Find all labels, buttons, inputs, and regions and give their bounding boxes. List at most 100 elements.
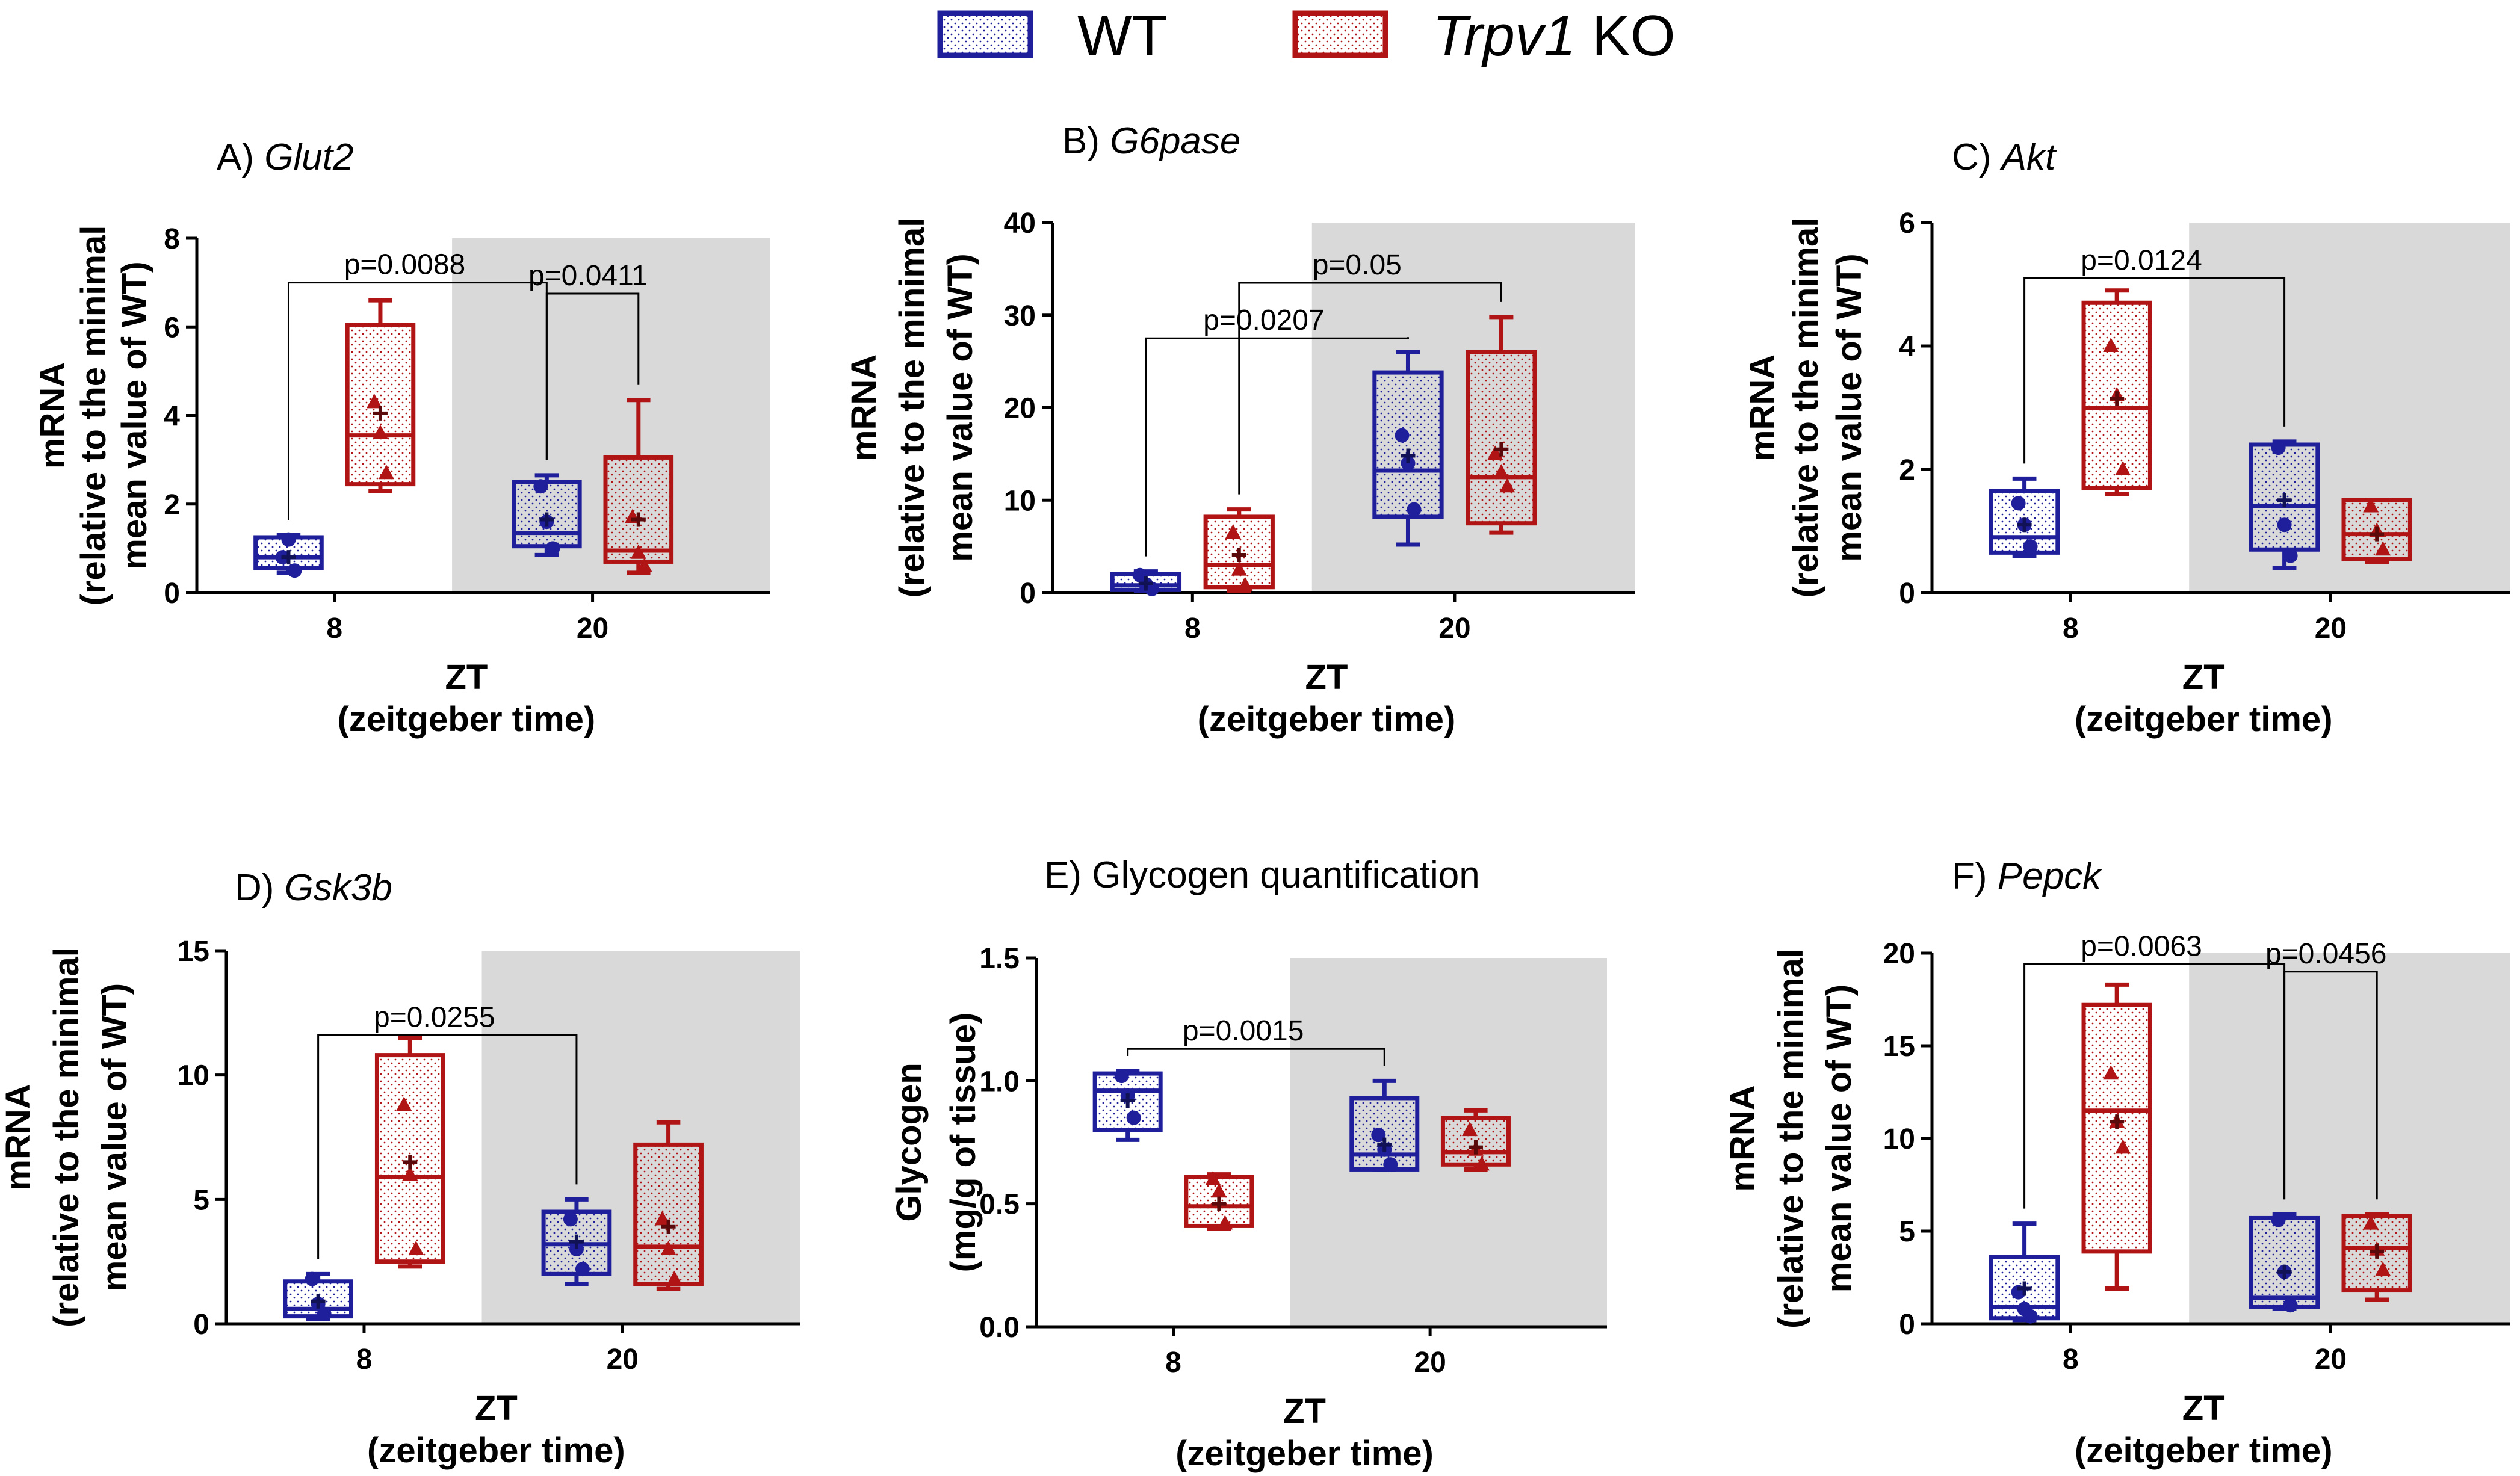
data-point bbox=[660, 1241, 676, 1255]
y-axis-label: (relative to the minimal bbox=[74, 226, 113, 606]
panel-title-prefix: B) bbox=[1062, 120, 1110, 162]
x-axis-label: (zeitgeber time) bbox=[2075, 1431, 2333, 1470]
data-point bbox=[1217, 1215, 1233, 1230]
p-value-label: p=0.05 bbox=[1313, 249, 1402, 281]
y-tick-label: 10 bbox=[178, 1060, 209, 1092]
box-ko-zt20 bbox=[633, 1120, 704, 1291]
panel-title-gene: Akt bbox=[1999, 137, 2057, 178]
panel-title: F) Pepck bbox=[1952, 856, 2103, 897]
data-point bbox=[2271, 1212, 2286, 1227]
mean-marker bbox=[2017, 517, 2032, 533]
panel-title: C) Akt bbox=[1952, 137, 2057, 178]
box-ko-zt20 bbox=[1440, 1108, 1511, 1172]
p-value-label: p=0.0207 bbox=[1203, 304, 1325, 336]
significance-bracket bbox=[2023, 277, 2286, 464]
y-tick-label: 40 bbox=[1004, 208, 1036, 239]
panel-title-prefix: C) bbox=[1952, 137, 2002, 178]
significance-bracket bbox=[317, 1034, 578, 1259]
data-point bbox=[2023, 539, 2038, 554]
y-tick-label: 20 bbox=[1004, 393, 1036, 425]
y-tick-label: 0 bbox=[1899, 1309, 1915, 1341]
data-point bbox=[1383, 1157, 1398, 1172]
box-ko-zt8 bbox=[345, 298, 416, 493]
data-point bbox=[396, 1096, 412, 1111]
y-axis-label: (relative to the minimal bbox=[893, 218, 932, 598]
data-point bbox=[1407, 502, 1422, 517]
data-point bbox=[372, 424, 388, 439]
box-ko-zt8 bbox=[1184, 1170, 1254, 1231]
panel-f: F) Pepck 0 5 10 15 20 8 20 ZT(zeitgeber time) mRN… bbox=[1723, 856, 2510, 1470]
y-tick-label: 0 bbox=[164, 578, 180, 610]
mean-marker bbox=[2277, 1264, 2292, 1279]
mean-marker bbox=[2277, 493, 2292, 508]
data-point bbox=[1401, 455, 1416, 471]
panel-title: D) Gsk3b bbox=[235, 867, 392, 909]
panel-title-gene: Pepck bbox=[1998, 856, 2103, 897]
y-tick-label: 0.5 bbox=[979, 1189, 1020, 1221]
y-tick-label: 15 bbox=[1883, 1031, 1915, 1063]
y-tick-label: 0 bbox=[193, 1309, 209, 1341]
box-wt-zt20 bbox=[2249, 439, 2320, 570]
y-axis-label: mean value of WT) bbox=[95, 983, 134, 1291]
mean-marker bbox=[2017, 1281, 2032, 1296]
y-axis-label: Glycogen bbox=[890, 1063, 929, 1221]
mean-marker bbox=[631, 512, 646, 527]
x-tick-label: 8 bbox=[1165, 1347, 1181, 1379]
x-axis-label: (zeitgeber time) bbox=[338, 700, 596, 739]
data-point bbox=[2103, 338, 2119, 352]
panel-title-gene: Gsk3b bbox=[285, 867, 392, 909]
mean-marker bbox=[1231, 547, 1246, 562]
data-point bbox=[1126, 1110, 1141, 1125]
x-axis-label: ZT bbox=[2182, 658, 2225, 697]
data-point bbox=[305, 1271, 320, 1286]
data-point bbox=[2011, 496, 2026, 511]
box-wt-zt8 bbox=[1989, 476, 2060, 558]
y-axis-label: mean value of WT) bbox=[941, 253, 980, 561]
legend-label-wt: WT bbox=[1077, 4, 1167, 68]
x-tick-label: 20 bbox=[1438, 613, 1470, 644]
data-point bbox=[2363, 498, 2379, 513]
data-point bbox=[2375, 541, 2391, 556]
x-axis-label: (zeitgeber time) bbox=[2075, 700, 2333, 739]
box-iqr bbox=[1466, 350, 1537, 526]
box-ko-zt8 bbox=[2081, 982, 2152, 1291]
y-axis-label: mRNA bbox=[33, 362, 72, 469]
data-point bbox=[1225, 524, 1241, 539]
x-tick-label: 8 bbox=[2063, 1344, 2079, 1376]
x-axis-label: ZT bbox=[445, 658, 488, 697]
data-point bbox=[281, 532, 296, 547]
data-point bbox=[2115, 1139, 2131, 1154]
x-tick-label: 20 bbox=[577, 613, 608, 644]
box-ko-zt20 bbox=[1466, 315, 1537, 535]
data-point bbox=[287, 563, 302, 578]
data-point bbox=[1493, 464, 1509, 479]
panel-title: B) G6pase bbox=[1062, 120, 1240, 162]
box-wt-zt20 bbox=[2249, 1212, 2320, 1313]
p-value-label: p=0.0255 bbox=[374, 1002, 495, 1034]
significance-bracket bbox=[2283, 971, 2378, 1200]
mean-marker bbox=[1138, 576, 1153, 591]
data-point bbox=[2023, 1309, 2038, 1324]
box-wt-zt8 bbox=[253, 532, 324, 578]
box-ko-zt8 bbox=[1203, 507, 1275, 593]
x-tick-label: 20 bbox=[2315, 613, 2347, 644]
y-axis-label: mean value of WT) bbox=[115, 261, 154, 569]
data-point bbox=[2115, 461, 2131, 475]
box-ko-zt20 bbox=[2341, 498, 2412, 564]
p-value-label: p=0.0063 bbox=[2081, 930, 2202, 962]
panel-e: E) Glycogen quantification 0.0 0.5 1.0 1.5 8 2… bbox=[890, 854, 1607, 1473]
panel-title: A) Glut2 bbox=[217, 137, 353, 178]
data-point bbox=[366, 394, 382, 409]
mean-marker bbox=[281, 550, 296, 565]
data-point bbox=[533, 479, 548, 494]
panel-title-prefix: E) bbox=[1044, 854, 1092, 896]
data-point bbox=[666, 1270, 683, 1285]
data-point bbox=[630, 544, 646, 559]
panel-d: D) Gsk3b 0 5 10 15 8 20 ZT(zeitgeber time) mRNA(… bbox=[0, 867, 800, 1470]
box-wt-zt8 bbox=[1989, 1221, 2060, 1324]
legend-swatch-wt bbox=[937, 10, 1033, 58]
y-axis-label: mRNA bbox=[844, 354, 884, 461]
mean-marker bbox=[2110, 1114, 2125, 1129]
mean-marker bbox=[1377, 1137, 1392, 1152]
